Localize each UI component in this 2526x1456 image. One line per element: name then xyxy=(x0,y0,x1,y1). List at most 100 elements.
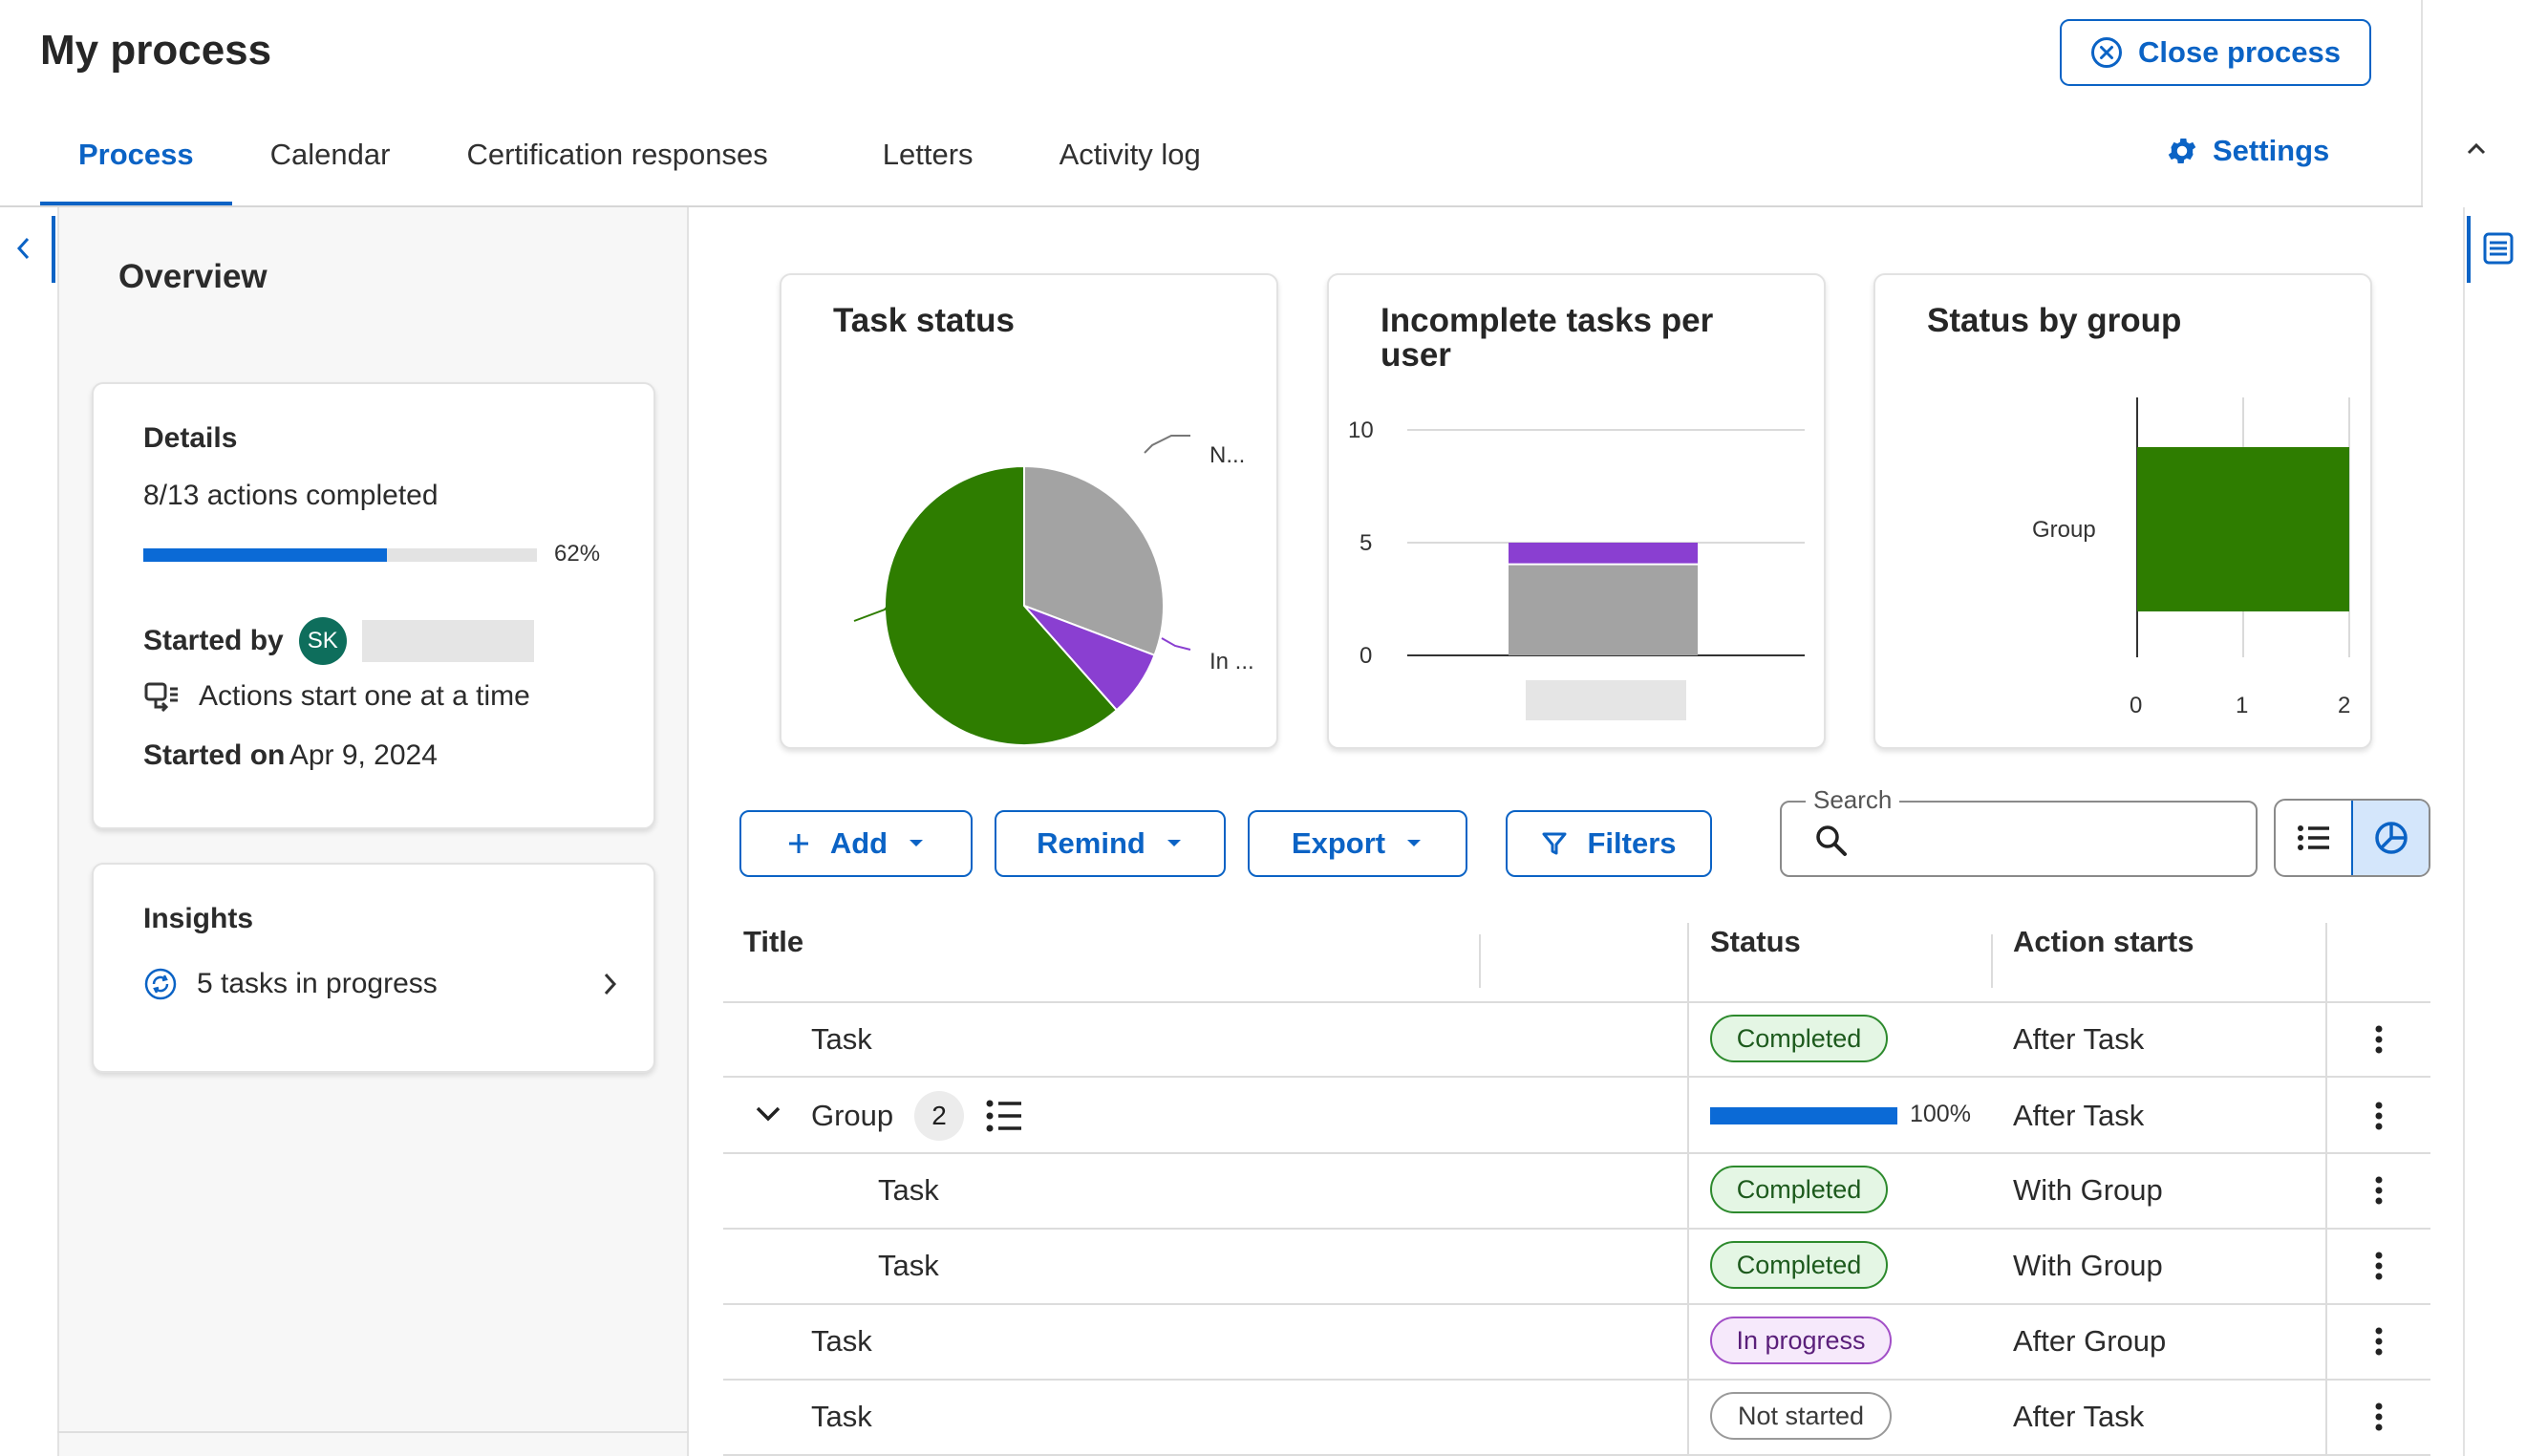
tab-bar: Process Calendar Certification responses… xyxy=(40,134,1239,206)
column-header-title[interactable]: Title xyxy=(743,925,804,958)
table-row-group[interactable]: Group 2 100% After Task xyxy=(723,1078,2430,1152)
collapse-sidebar-button[interactable] xyxy=(11,233,36,268)
y-tick-10: 10 xyxy=(1348,418,1374,443)
tab-certification-responses[interactable]: Certification responses xyxy=(466,138,768,171)
started-by-name-redacted xyxy=(361,620,534,662)
group-progress-fill xyxy=(1710,1107,1897,1124)
row-title[interactable]: Task xyxy=(878,1249,939,1282)
chevron-down-icon[interactable] xyxy=(754,1103,782,1125)
search-icon xyxy=(1816,825,1847,856)
more-options-icon[interactable] xyxy=(2374,1024,2384,1055)
row-action-starts: With Group xyxy=(2013,1249,2163,1282)
chevron-left-icon xyxy=(16,237,30,260)
remind-button[interactable]: Remind xyxy=(995,810,1226,877)
close-process-label: Close process xyxy=(2138,35,2341,69)
more-options-icon[interactable] xyxy=(2374,1402,2384,1432)
tab-letters[interactable]: Letters xyxy=(882,138,974,171)
search-label: Search xyxy=(1806,785,1900,815)
table-row[interactable]: Task Not started After Task xyxy=(723,1381,2430,1454)
chevron-right-icon xyxy=(604,973,617,996)
table-row[interactable]: Task Completed With Group xyxy=(723,1154,2430,1228)
chart-view-button[interactable] xyxy=(2351,801,2429,875)
row-title[interactable]: Group xyxy=(811,1099,894,1132)
y-tick-5: 5 xyxy=(1359,530,1372,556)
search-input[interactable] xyxy=(1780,801,2258,877)
task-status-card: Task status N... In ... xyxy=(780,273,1278,749)
details-heading: Details xyxy=(143,422,238,454)
tab-activity-log[interactable]: Activity log xyxy=(1059,138,1201,171)
details-panel-button[interactable] xyxy=(2482,231,2515,270)
actions-completed-text: 8/13 actions completed xyxy=(143,480,439,511)
remind-label: Remind xyxy=(1037,826,1145,860)
table-row[interactable]: Task In progress After Group xyxy=(723,1305,2430,1379)
bar-group xyxy=(2137,447,2349,611)
list-icon xyxy=(2297,825,2329,850)
export-button[interactable]: Export xyxy=(1248,810,1467,877)
avatar[interactable]: SK xyxy=(298,617,347,665)
started-by-label: Started by xyxy=(143,625,284,656)
status-badge-completed: Completed xyxy=(1710,1015,1888,1062)
x-category-label-redacted xyxy=(1526,680,1686,720)
row-action-starts: After Task xyxy=(2013,1400,2145,1433)
pie-chart-icon xyxy=(2374,822,2408,854)
row-divider xyxy=(723,1454,2430,1456)
add-label: Add xyxy=(829,826,888,860)
sequential-actions-icon xyxy=(144,682,178,712)
group-progress-percent: 100% xyxy=(1910,1101,1971,1127)
add-button[interactable]: Add xyxy=(739,810,973,877)
x-tick-1: 1 xyxy=(2236,693,2248,718)
more-options-icon[interactable] xyxy=(2374,1326,2384,1357)
incomplete-tasks-bar-chart: 10 5 0 xyxy=(1348,418,1805,720)
collapse-header-button[interactable] xyxy=(2459,132,2494,171)
filter-icon xyxy=(1542,832,1567,855)
incomplete-tasks-title: Incomplete tasks per user xyxy=(1381,302,1714,374)
more-options-icon[interactable] xyxy=(2374,1101,2384,1131)
bar-in-progress xyxy=(1509,543,1698,564)
row-divider xyxy=(723,1379,2430,1381)
sidebar-bottom-divider xyxy=(57,1431,689,1433)
row-title[interactable]: Task xyxy=(811,1324,872,1358)
table-row[interactable]: Task Completed After Task xyxy=(723,1003,2430,1076)
row-title[interactable]: Task xyxy=(811,1022,872,1056)
pie-leader-line-completed xyxy=(853,593,899,622)
page-title: My process xyxy=(40,27,272,74)
caret-down-icon xyxy=(1407,840,1422,846)
pie-slice-completed[interactable] xyxy=(884,464,1119,746)
settings-label: Settings xyxy=(2213,134,2330,167)
row-title[interactable]: Task xyxy=(811,1400,872,1433)
close-process-button[interactable]: Close process xyxy=(2060,19,2371,86)
tab-calendar[interactable]: Calendar xyxy=(269,138,391,171)
more-options-icon[interactable] xyxy=(2374,1175,2384,1206)
insights-item-text: 5 tasks in progress xyxy=(197,968,438,999)
caret-down-icon xyxy=(910,840,924,846)
actions-mode-text: Actions start one at a time xyxy=(199,680,530,712)
x-tick-0: 0 xyxy=(2130,693,2142,718)
in-progress-icon xyxy=(144,968,177,1000)
group-count-badge: 2 xyxy=(914,1091,964,1141)
actions-progress-bar xyxy=(143,548,537,562)
column-header-status[interactable]: Status xyxy=(1710,925,1801,958)
pie-leader-line-in-progress xyxy=(1161,637,1191,651)
column-divider[interactable] xyxy=(1479,934,1481,988)
list-view-button[interactable] xyxy=(2276,801,2351,875)
filters-button[interactable]: Filters xyxy=(1506,810,1712,877)
settings-button[interactable]: Settings xyxy=(2165,134,2329,168)
row-title[interactable]: Task xyxy=(878,1173,939,1207)
column-header-action-starts[interactable]: Action starts xyxy=(2013,925,2194,958)
plus-icon xyxy=(788,834,808,853)
status-badge-completed: Completed xyxy=(1710,1166,1888,1213)
row-divider xyxy=(723,1303,2430,1305)
tab-process[interactable]: Process xyxy=(40,134,232,206)
row-divider xyxy=(723,1228,2430,1230)
more-options-icon[interactable] xyxy=(2374,1251,2384,1281)
status-badge-completed: Completed xyxy=(1710,1241,1888,1289)
column-divider xyxy=(2325,923,2327,1456)
column-divider[interactable] xyxy=(1991,934,1993,988)
x-tick-2: 2 xyxy=(2338,693,2350,718)
table-row[interactable]: Task Completed With Group xyxy=(723,1230,2430,1303)
column-divider[interactable] xyxy=(1687,923,1689,1456)
pie-slice-not-started[interactable] xyxy=(1023,464,1165,657)
insights-item[interactable]: 5 tasks in progress xyxy=(143,960,621,1008)
gear-icon xyxy=(2168,138,2196,164)
filters-label: Filters xyxy=(1587,826,1677,860)
